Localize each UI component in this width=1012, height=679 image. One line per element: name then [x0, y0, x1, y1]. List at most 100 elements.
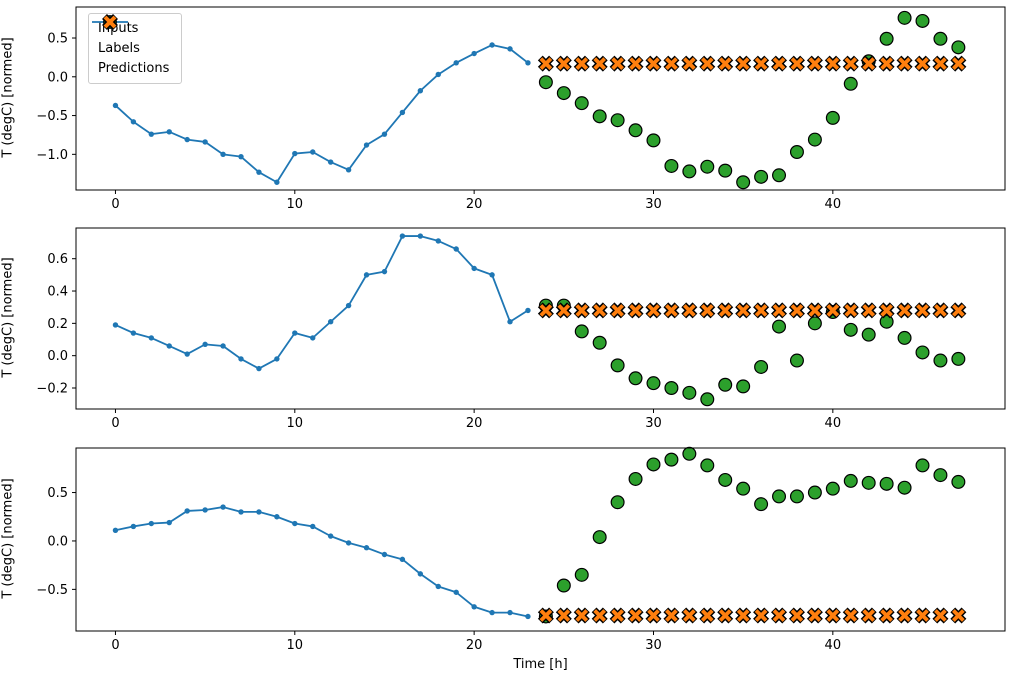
prediction-point — [808, 304, 822, 317]
series-labels — [538, 298, 966, 407]
prediction-point — [539, 304, 553, 317]
label-point — [682, 385, 697, 400]
input-point — [327, 159, 334, 165]
label-point — [700, 159, 715, 174]
input-point — [399, 233, 406, 239]
input-point — [130, 119, 137, 125]
input-point — [112, 527, 119, 534]
input-point — [274, 514, 280, 520]
input-point — [112, 322, 119, 328]
prediction-point — [539, 609, 553, 622]
inputs-line — [115, 506, 529, 618]
label-point — [933, 31, 948, 46]
prediction-point — [665, 304, 678, 317]
prediction-point — [880, 609, 893, 622]
prediction-point — [952, 57, 965, 70]
input-point — [507, 46, 513, 52]
input-point — [148, 520, 155, 527]
x-axis-label: Time [h] — [513, 657, 568, 672]
label-point — [897, 10, 912, 25]
prediction-point — [790, 609, 804, 622]
input-point — [489, 609, 495, 616]
prediction-point — [611, 57, 624, 70]
series-inputs — [112, 233, 531, 372]
series-predictions — [537, 302, 967, 319]
input-point — [220, 343, 226, 349]
label-point — [646, 457, 661, 472]
label-point — [754, 169, 769, 184]
subplot-2: 0.5 0.0 −0.5 0 10 20 30 40 — [36, 446, 1006, 653]
label-point — [574, 567, 589, 582]
plot-frame — [75, 447, 1006, 632]
input-point — [166, 129, 172, 135]
prediction-point — [934, 304, 947, 317]
prediction-point — [790, 57, 804, 70]
input-point — [292, 150, 298, 157]
input-point — [256, 509, 262, 515]
prediction-point — [898, 609, 911, 622]
input-point — [417, 571, 424, 577]
label-point — [843, 322, 858, 337]
y-tick-label: −0.2 — [36, 381, 68, 396]
input-point — [220, 151, 226, 158]
input-point — [112, 102, 119, 109]
y-axis-label-bottom: T (degC) [normed] — [0, 477, 16, 599]
prediction-point — [772, 57, 786, 70]
prediction-point — [826, 57, 840, 70]
prediction-point — [790, 304, 804, 317]
prediction-point — [754, 304, 768, 317]
x-tick-label: 40 — [825, 638, 842, 653]
prediction-point — [844, 609, 858, 622]
input-point — [345, 167, 352, 173]
label-point — [682, 164, 697, 179]
legend-label-predictions: Predictions — [98, 61, 170, 76]
input-point — [256, 169, 262, 175]
input-point — [435, 238, 441, 244]
prediction-point — [898, 304, 911, 317]
legend-label-labels: Labels — [98, 41, 140, 56]
input-point — [417, 233, 424, 239]
series-predictions — [537, 55, 967, 72]
label-point — [772, 489, 787, 504]
series-predictions — [537, 607, 967, 624]
label-point — [897, 330, 912, 345]
prediction-point — [575, 57, 589, 70]
label-point — [879, 476, 894, 491]
prediction-point — [539, 57, 553, 70]
prediction-point — [772, 609, 786, 622]
label-point — [538, 75, 553, 90]
prediction-point — [952, 304, 965, 317]
input-point — [453, 589, 459, 595]
input-point — [525, 613, 531, 620]
prediction-point — [647, 609, 660, 622]
y-tick-label: 0.5 — [47, 32, 68, 47]
label-point — [664, 452, 679, 467]
prediction-point — [844, 57, 858, 70]
prediction-point — [683, 609, 696, 622]
label-point — [718, 377, 733, 392]
input-point — [202, 341, 208, 348]
prediction-point — [916, 304, 929, 317]
x-tick-label: 30 — [645, 197, 662, 212]
label-point — [861, 475, 876, 490]
x-tick-label: 40 — [825, 416, 842, 431]
prediction-point — [952, 609, 965, 622]
x-tick-label: 20 — [466, 416, 483, 431]
prediction-point — [647, 304, 660, 317]
label-point — [879, 314, 894, 329]
prediction-point — [916, 57, 929, 70]
prediction-point — [665, 609, 678, 622]
input-point — [238, 356, 244, 362]
prediction-point — [718, 304, 732, 317]
prediction-point — [700, 609, 714, 622]
label-point — [736, 481, 751, 496]
input-point — [507, 609, 513, 616]
label-point — [951, 40, 966, 55]
label-point — [736, 175, 751, 190]
input-point — [345, 540, 352, 546]
label-point — [628, 123, 643, 138]
prediction-point — [575, 609, 589, 622]
input-point — [345, 302, 352, 309]
x-tick-label: 40 — [825, 197, 842, 212]
